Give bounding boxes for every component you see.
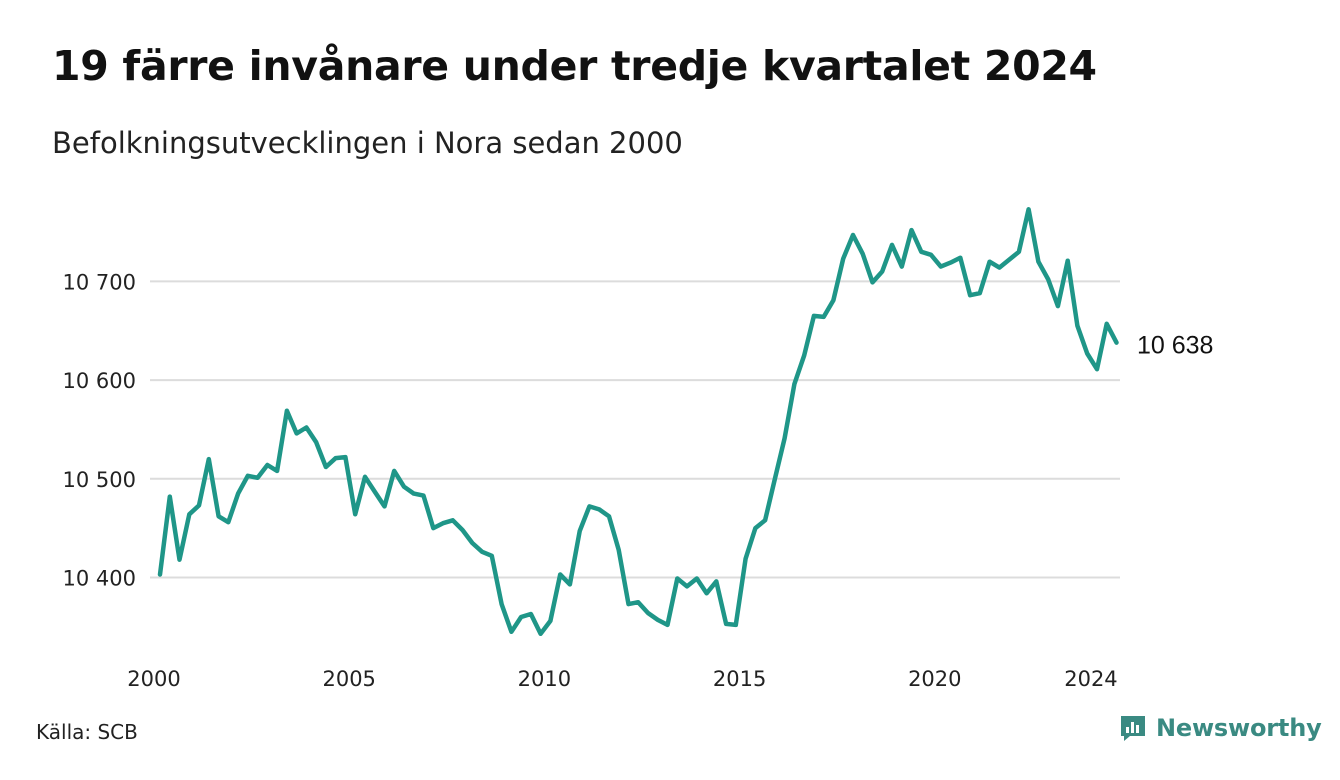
y-tick-label: 10 400: [63, 567, 136, 591]
x-tick-label: 2024: [1064, 667, 1117, 691]
source-note: Källa: SCB: [36, 720, 138, 744]
chart-subtitle: Befolkningsutvecklingen i Nora sedan 200…: [52, 126, 683, 160]
series-line: [157, 207, 1119, 637]
x-tick-label: 2015: [713, 667, 766, 691]
newsworthy-logo-icon: [1121, 716, 1145, 741]
x-tick-label: 2005: [322, 667, 375, 691]
x-tick-label: 2010: [518, 667, 571, 691]
y-tick-label: 10 600: [63, 369, 136, 393]
chart-title: 19 färre invånare under tredje kvartalet…: [52, 42, 1097, 90]
x-tick-label: 2020: [908, 667, 961, 691]
y-tick-label: 10 500: [63, 468, 136, 492]
end-value-label: 10 638: [1137, 332, 1213, 360]
brand-logo: Newsworthy: [1118, 713, 1322, 743]
x-tick-label: 2000: [127, 667, 180, 691]
brand-name: Newsworthy: [1156, 714, 1322, 742]
y-tick-label: 10 700: [63, 270, 136, 294]
